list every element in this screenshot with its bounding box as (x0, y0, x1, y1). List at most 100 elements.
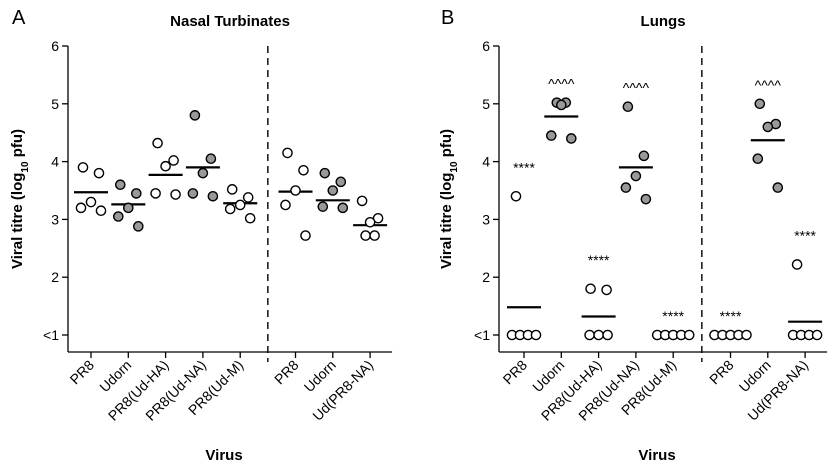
data-point (160, 160, 171, 172)
data-point (811, 329, 823, 341)
data-point (364, 216, 376, 228)
data-point (754, 98, 766, 110)
data-point (113, 211, 124, 222)
y-axis-title: Viral titre (log10 pfu) (438, 129, 460, 269)
data-point (242, 192, 254, 203)
x-tick-label: PR8 (706, 357, 737, 388)
data-point (77, 162, 89, 173)
data-point (319, 167, 331, 179)
significance-annotation: ^^^^ (548, 76, 575, 92)
panel-title: Nasal Turbinates (170, 13, 290, 30)
panel-title: Lungs (641, 13, 686, 30)
y-axis-title-subscript: 10 (449, 161, 460, 173)
data-point (369, 230, 380, 241)
data-point (602, 329, 613, 341)
significance-annotation: **** (794, 227, 816, 243)
data-point (224, 203, 236, 215)
data-point (130, 188, 142, 199)
data-point (187, 188, 199, 199)
y-tick-label: 6 (51, 38, 59, 54)
y-tick-label: 3 (482, 211, 490, 227)
panel-a: A Nasal Turbinates Viral titre (log10 pfu)… (9, 7, 393, 464)
significance-annotation: ^^^^ (623, 80, 650, 96)
data-point (638, 150, 650, 162)
data-point (762, 121, 774, 133)
data-point (205, 153, 217, 165)
data-point (585, 283, 596, 295)
y-tick-label: 6 (482, 38, 490, 54)
data-point (741, 329, 752, 341)
data-point (566, 133, 577, 144)
data-point (317, 201, 329, 212)
data-point (189, 110, 201, 121)
data-point (115, 179, 126, 191)
data-point (93, 167, 105, 179)
data-point (226, 184, 238, 195)
data-point (170, 189, 181, 200)
y-tick-label: <1 (43, 327, 59, 343)
data-point (282, 147, 293, 159)
data-point (197, 167, 209, 179)
x-tick-label: PR8 (67, 357, 98, 388)
y-axis-title-subscript: 10 (20, 161, 31, 173)
data-point (85, 196, 97, 208)
data-point (640, 193, 652, 205)
y-axis-title-main: Viral titre (log (9, 173, 26, 269)
y-tick-label: 5 (482, 96, 490, 112)
data-point (290, 185, 301, 196)
data-point (298, 164, 309, 176)
panel-letter: A (12, 7, 26, 29)
data-point (791, 259, 803, 270)
data-point (360, 230, 371, 241)
data-point (150, 188, 161, 199)
panel-letter: B (441, 7, 454, 29)
data-point (601, 284, 612, 296)
x-axis-title: Virus (205, 447, 242, 463)
data-point (593, 329, 604, 341)
y-tick-label: 2 (482, 269, 490, 285)
data-point (356, 195, 368, 207)
data-point (337, 202, 349, 214)
data-point (152, 137, 163, 149)
data-point (752, 153, 764, 165)
data-point (132, 221, 144, 232)
data-point (75, 202, 87, 214)
data-point (244, 212, 256, 224)
data-point (683, 329, 695, 341)
data-point (546, 130, 557, 141)
significance-annotation: **** (720, 308, 742, 324)
data-point (300, 230, 311, 241)
y-tick-label: <1 (474, 327, 490, 343)
y-tick-label: 3 (51, 211, 59, 227)
y-axis-title-tail: pfu) (438, 129, 455, 161)
data-point (630, 170, 642, 182)
data-point (95, 205, 107, 217)
y-axis-title-main: Viral titre (log (438, 173, 455, 269)
y-tick-label: 4 (51, 154, 59, 170)
data-point (207, 190, 219, 202)
significance-annotation: **** (588, 252, 610, 268)
data-point (584, 329, 595, 341)
panel-b: B Lungs Viral titre (log10 pfu) <1 2 3 4 5 6 ****… (438, 7, 828, 464)
data-point (556, 99, 567, 111)
data-point (530, 329, 542, 341)
data-point (622, 101, 634, 112)
significance-annotation: ^^^^ (755, 77, 782, 93)
significance-annotation: **** (662, 308, 684, 324)
y-axis-title: Viral titre (log10 pfu) (9, 129, 31, 269)
x-axis-title: Virus (638, 447, 675, 463)
y-tick-label: 4 (482, 154, 490, 170)
x-tick-label: PR8 (271, 357, 302, 388)
data-point (772, 182, 784, 193)
x-tick-label: PR8 (500, 357, 531, 388)
data-point (510, 190, 522, 202)
data-point (280, 199, 291, 211)
data-point (168, 155, 179, 166)
data-point (123, 202, 134, 214)
y-tick-label: 2 (51, 269, 59, 285)
y-axis-title-tail: pfu) (9, 129, 26, 161)
data-point (327, 185, 339, 196)
significance-annotation: **** (513, 159, 535, 175)
y-tick-label: 5 (51, 96, 59, 112)
